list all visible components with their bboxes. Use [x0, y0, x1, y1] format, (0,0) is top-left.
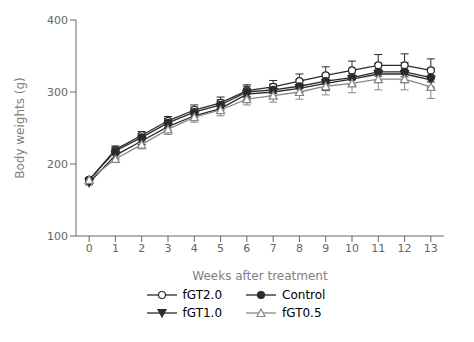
svg-text:1: 1 — [112, 242, 119, 255]
svg-text:100: 100 — [47, 230, 68, 243]
svg-text:5: 5 — [217, 242, 224, 255]
svg-text:200: 200 — [47, 158, 68, 171]
html-text:fGT2.0: fGT2.0 — [182, 288, 223, 302]
html-text:fGT0.5: fGT0.5 — [282, 306, 322, 320]
svg-text:8: 8 — [296, 242, 303, 255]
svg-text:3: 3 — [165, 242, 172, 255]
svg-text:0: 0 — [86, 242, 93, 255]
svg-text:Body weights (g): Body weights (g) — [13, 77, 27, 179]
svg-text:11: 11 — [371, 242, 385, 255]
svg-text:300: 300 — [47, 86, 68, 99]
svg-text:6: 6 — [243, 242, 250, 255]
svg-text:9: 9 — [322, 242, 329, 255]
svg-text:400: 400 — [47, 14, 68, 27]
svg-text:Weeks after treatment: Weeks after treatment — [192, 269, 328, 283]
svg-text:4: 4 — [191, 242, 198, 255]
svg-text:2: 2 — [138, 242, 145, 255]
svg-text:7: 7 — [270, 242, 277, 255]
html-text:fGT1.0: fGT1.0 — [182, 306, 223, 320]
svg-text:10: 10 — [345, 242, 359, 255]
svg-text:12: 12 — [398, 242, 412, 255]
html-text:Control: Control — [282, 288, 326, 302]
svg-text:13: 13 — [424, 242, 438, 255]
